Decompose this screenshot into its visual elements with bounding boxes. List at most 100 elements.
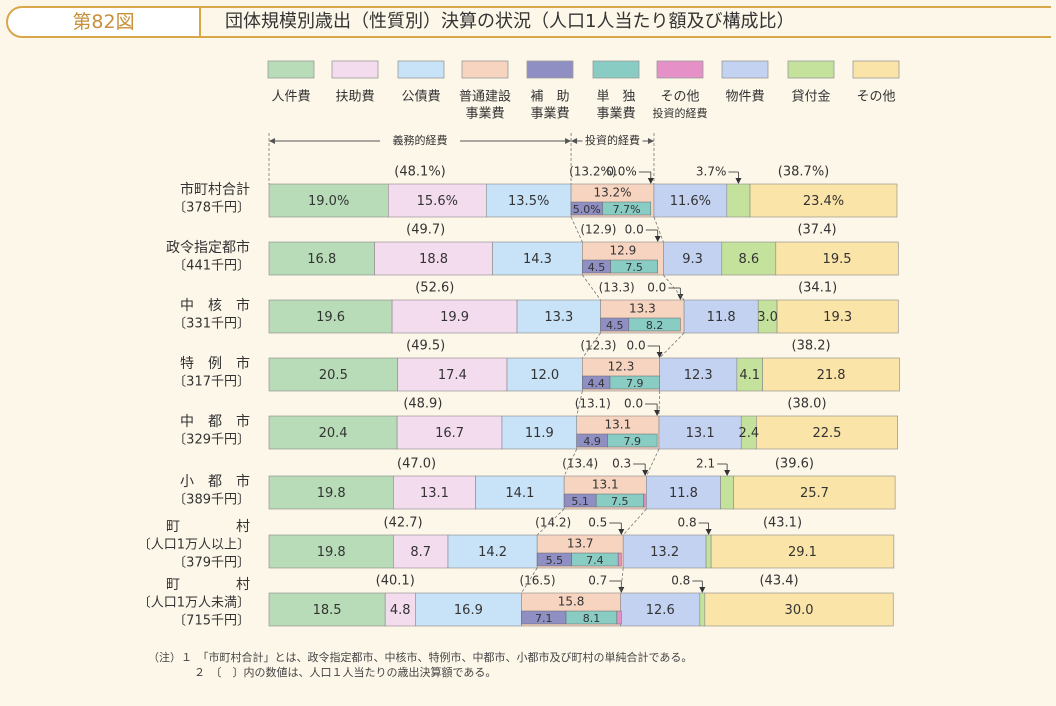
bar-value-label: 7.7% bbox=[613, 203, 641, 216]
legend-label: 人件費 bbox=[271, 90, 310, 105]
row-name: 町 村 bbox=[166, 577, 250, 593]
bar-value-label: 7.5 bbox=[611, 495, 629, 508]
connector-line bbox=[663, 274, 685, 301]
bar-value-label: 11.8 bbox=[669, 486, 698, 501]
row-amount: 〔441千円〕 bbox=[173, 259, 250, 274]
title-bar bbox=[201, 6, 1051, 38]
obligatory-total-label: (48.9) bbox=[403, 397, 442, 412]
bar-value-label: 19.5 bbox=[823, 252, 852, 267]
row-amount: 〔389千円〕 bbox=[173, 493, 250, 508]
bar-segment-jinken bbox=[268, 475, 394, 510]
legend-swatch bbox=[397, 60, 445, 79]
bar-value-label: 19.6 bbox=[316, 310, 345, 325]
bar-segment-kousai bbox=[501, 415, 578, 450]
bar-value-label: 13.3 bbox=[544, 310, 573, 325]
bar-segment-sonota bbox=[733, 475, 896, 510]
bar-value-label: 18.8 bbox=[419, 252, 448, 267]
bar-value-label: 11.9 bbox=[525, 426, 554, 441]
legend-label: 事業費 bbox=[530, 106, 569, 122]
bar-value-label: 13.5% bbox=[508, 194, 549, 209]
row-name: 町 村 bbox=[166, 519, 250, 535]
bar-segment-kousai bbox=[492, 241, 583, 276]
bar-value-label: 13.1 bbox=[420, 486, 449, 501]
legend-swatch bbox=[526, 60, 574, 79]
sub-bar-sonota_toushi bbox=[643, 493, 646, 508]
bar-segment-sonota bbox=[704, 592, 894, 627]
bar-value-label: 12.9 bbox=[610, 244, 637, 258]
bar-segment-kashitsuke bbox=[720, 475, 735, 510]
bar-value-label: 8.1 bbox=[583, 612, 601, 625]
investment-total-label: (16.5) bbox=[519, 574, 555, 588]
bar-segment-bukken bbox=[622, 534, 707, 569]
row-amount: 〔378千円〕 bbox=[173, 201, 250, 216]
bar-segment-sonota bbox=[775, 241, 899, 276]
bar-value-label: 2.4 bbox=[738, 426, 759, 441]
bar-segment-kashitsuke bbox=[721, 241, 777, 276]
bar-value-label: 14.2 bbox=[478, 545, 507, 560]
legend-swatch bbox=[592, 60, 640, 79]
bracket-arrow bbox=[565, 138, 572, 144]
obligatory-total-label: (49.5) bbox=[406, 339, 445, 354]
legend-label: 物件費 bbox=[725, 90, 764, 105]
note-2: ２ 〔 〕内の数値は、人口１人当たりの歳出決算額である。 bbox=[194, 666, 497, 679]
sub-bar-sonota_toushi bbox=[616, 610, 622, 625]
bar-value-label: 7.4 bbox=[586, 554, 604, 567]
bar-value-label: 4.1 bbox=[739, 368, 760, 383]
bar-value-label: 13.7 bbox=[567, 537, 594, 551]
row-name: 中 都 市 bbox=[180, 413, 250, 430]
other-investment-label: 0.5 bbox=[588, 516, 607, 530]
legend-label: 事業費 bbox=[465, 106, 504, 122]
bar-value-label: 20.4 bbox=[319, 426, 348, 441]
sub-bar-tandoku bbox=[602, 201, 652, 216]
bar-segment-jinken bbox=[268, 357, 399, 392]
bar-segment-fujo bbox=[396, 415, 503, 450]
sub-bar-tandoku bbox=[609, 375, 660, 390]
loans-label: 0.8 bbox=[678, 516, 697, 530]
row-name: 特 例 市 bbox=[180, 355, 250, 372]
loans-label: 3.7% bbox=[696, 165, 727, 179]
legend-swatch bbox=[852, 60, 900, 79]
bar-value-label: 16.7 bbox=[435, 426, 464, 441]
loans-label: 2.1 bbox=[696, 457, 715, 471]
bar-value-label: 13.2 bbox=[650, 545, 679, 560]
bracket-arrow bbox=[647, 138, 654, 144]
bar-segment-bukken bbox=[683, 299, 759, 334]
bar-value-label: 15.6% bbox=[417, 194, 458, 209]
connector-line bbox=[646, 448, 660, 477]
legend-swatch bbox=[787, 60, 835, 79]
bar-segment-kousai bbox=[447, 534, 538, 569]
bar-value-label: 30.0 bbox=[785, 603, 814, 618]
obligatory-total-label: (48.1%) bbox=[394, 165, 445, 180]
connector-line bbox=[658, 390, 661, 417]
other-investment-label: 0.7 bbox=[588, 574, 607, 588]
investment-total-label: (12.3) bbox=[580, 339, 616, 353]
callout-arrow bbox=[735, 178, 742, 184]
sub-bar-tandoku bbox=[607, 433, 658, 448]
connector-line bbox=[620, 567, 624, 594]
callout-arrow bbox=[654, 410, 661, 416]
connector-line bbox=[576, 390, 583, 417]
bar-value-label: 12.3 bbox=[608, 360, 635, 374]
bar-value-label: 7.9 bbox=[624, 435, 642, 448]
bar-value-label: 25.7 bbox=[800, 486, 829, 501]
row-name: 〔人口1万人未満〕 bbox=[138, 596, 250, 611]
figure-title: 団体規模別歳出（性質別）決算の状況（人口1人当たり額及び構成比） bbox=[225, 11, 795, 32]
bar-value-label: 5.0% bbox=[573, 203, 601, 216]
bracket-label-bg bbox=[582, 134, 643, 148]
connector-line bbox=[622, 508, 647, 536]
bar-value-label: 16.9 bbox=[454, 603, 483, 618]
legend-swatch bbox=[656, 60, 704, 79]
bar-value-label: 21.8 bbox=[817, 368, 846, 383]
bar-segment-bukken bbox=[659, 357, 738, 392]
other-investment-label: 0.0 bbox=[625, 223, 644, 237]
other-investment-label: 0.0 bbox=[647, 281, 666, 295]
bar-segment-kousai bbox=[485, 183, 572, 218]
bar-value-label: 13.1 bbox=[592, 478, 619, 492]
investment-total-label: (12.9) bbox=[580, 223, 616, 237]
row-name: 〔人口1万人以上〕 bbox=[138, 538, 250, 553]
bar-value-label: 11.8 bbox=[707, 310, 736, 325]
bar-value-label: 23.4% bbox=[803, 194, 844, 209]
legend-label: 補 助 bbox=[530, 90, 569, 105]
bar-segment-fujo bbox=[374, 241, 493, 276]
